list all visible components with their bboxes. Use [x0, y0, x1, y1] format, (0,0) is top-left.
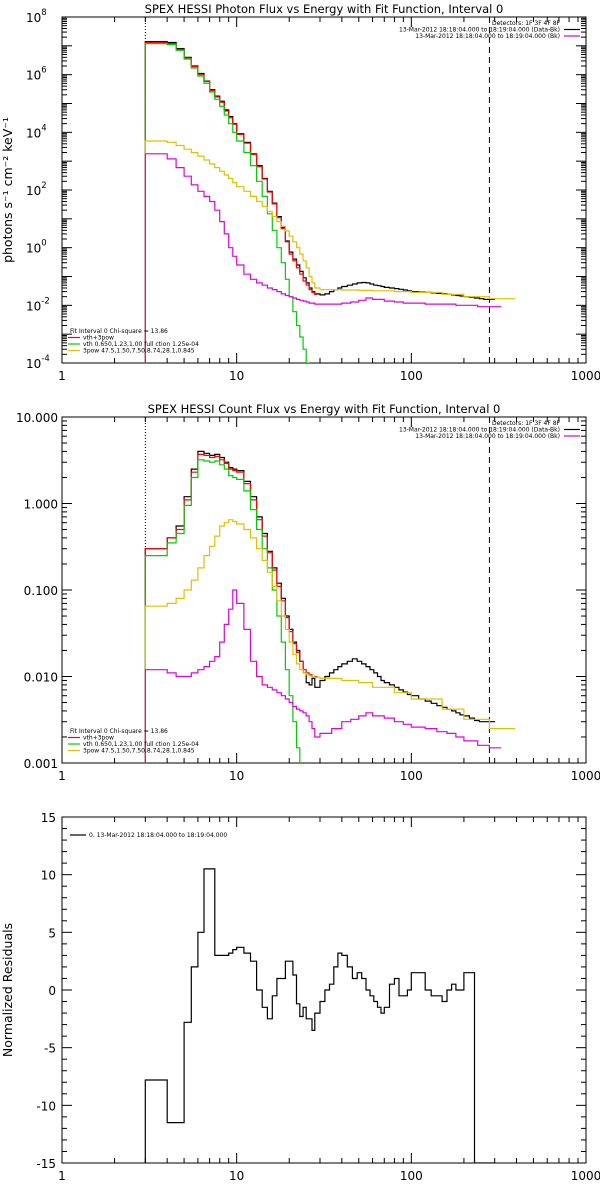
y-tick-label: 15 [41, 811, 56, 825]
series-line-3 [144, 43, 310, 363]
series-group [144, 41, 515, 363]
y-tick-label: 0.001 [24, 757, 58, 771]
x-tick-label: 1000 [571, 769, 600, 783]
y-axis-label: Normalized Residuals [0, 923, 15, 1057]
series-line-3 [144, 459, 301, 763]
series-line-5 [144, 153, 502, 363]
x-tick-label: 100 [400, 769, 423, 783]
legend-entry: vth+3pow [83, 335, 114, 342]
x-tick-label: 1 [58, 369, 66, 383]
legend-entry: 13-Mar-2012 18:18:04.000 to 18:19:04.000… [415, 433, 560, 440]
legend-entry: Detectors: 1F 3F 4F 8F [492, 20, 561, 27]
series-line-1 [144, 450, 496, 763]
x-tick-label: 10 [229, 369, 244, 383]
x-tick-label: 10 [229, 1169, 244, 1183]
y-tick-label: 0.100 [24, 584, 58, 598]
series-line-4 [144, 140, 515, 363]
x-tick-label: 1 [58, 769, 66, 783]
x-tick-label: 10 [229, 769, 244, 783]
legend-entry: 13-Mar-2012 18:18:04.000 to 18:19:04.000… [399, 27, 560, 34]
legend-entry: 3pow 47.5,1.50,7.50,8.74,28.1,0.845 [83, 348, 195, 355]
legend-entry: vth 0.650,1.23,1.00 full ction 1.25e-04 [83, 341, 199, 348]
y-tick-label: -5 [44, 1042, 56, 1056]
series-group [144, 868, 496, 1163]
legend-entry: 3pow 47.5,1.50,7.50,8.74,28.1,0.845 [83, 748, 195, 755]
legend-entry: 13-Mar-2012 18:18:04.000 to 18:19:04.000… [399, 427, 560, 434]
series-line-5 [144, 589, 502, 763]
series-line-1 [144, 868, 496, 1163]
x-tick-label: 1000 [571, 369, 600, 383]
series-group [144, 450, 515, 763]
legend-entry: Detectors: 1F 3F 4F 8F [492, 420, 561, 427]
legend-entry: 0. 13-Mar-2012 18:18:04.000 to 18:19:04.… [89, 832, 227, 839]
legend-entry: vth 0.650,1.23,1.00 full ction 1.25e-04 [83, 741, 199, 748]
y-tick-label: -10 [36, 1099, 56, 1113]
chart-3: 1 10 100 1000 -15 -10 -5 0 5 10 15 Normalized Resid… [0, 811, 600, 1183]
x-tick-label: 100 [400, 369, 423, 383]
chart-title: SPEX HESSI Count Flux vs Energy with Fit… [148, 402, 501, 416]
x-tick-label: 1 [58, 1169, 66, 1183]
y-tick-label: 10 [41, 869, 56, 883]
x-tick-label: 100 [400, 1169, 423, 1183]
y-tick-label: -15 [36, 1157, 56, 1171]
x-tick-label: 1000 [571, 1169, 600, 1183]
series-line-4 [144, 519, 515, 763]
legend-entry: Fit Interval 0 Chi-square = 13.86 [70, 728, 168, 735]
series-line-2 [144, 41, 318, 363]
chart-title: SPEX HESSI Photon Flux vs Energy with Fi… [145, 2, 504, 16]
chart-2: 1 10 100 1000 0.001 0.010 0.100 1.000 10.000 SPEX… [16, 402, 600, 783]
legend-entry: 13-Mar-2012 18:18:04.000 to 18:19:04.000… [415, 33, 560, 40]
y-tick-label: 0 [48, 984, 56, 998]
y-tick-label: 0.010 [24, 671, 58, 685]
y-tick-label: 1.000 [24, 498, 58, 512]
y-tick-label: 10.000 [16, 411, 58, 425]
legend-entry: vth+3pow [83, 735, 114, 742]
y-tick-label: 5 [48, 926, 56, 940]
y-axis-label: photons s⁻¹ cm⁻² keV⁻¹ [0, 117, 15, 263]
legend-entry: Fit Interval 0 Chi-square = 13.86 [70, 328, 168, 335]
